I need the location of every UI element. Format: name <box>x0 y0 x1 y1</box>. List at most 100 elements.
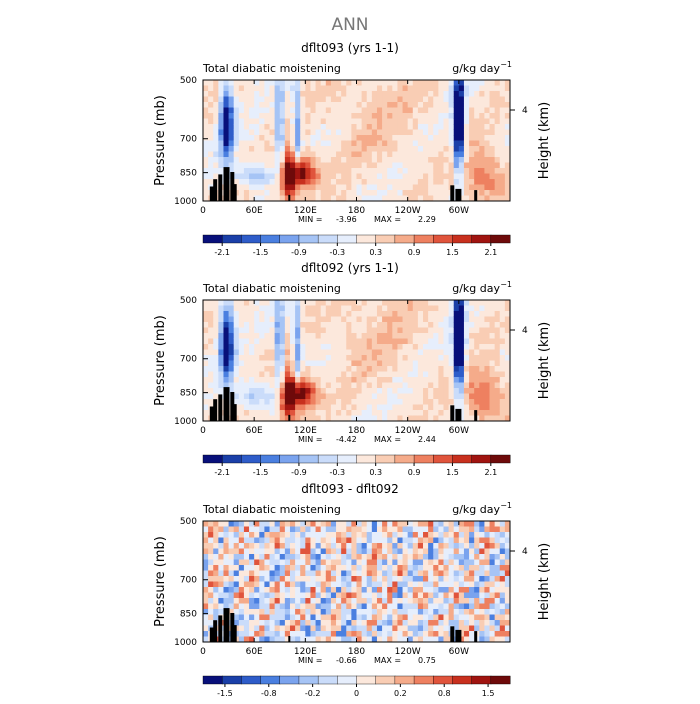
heat-cell <box>448 537 455 544</box>
heat-cell <box>433 135 439 141</box>
heat-cell <box>351 393 357 400</box>
heat-cell <box>218 377 224 383</box>
heat-cell <box>315 311 322 317</box>
heat-cell <box>218 554 224 560</box>
heat-cell <box>269 592 276 599</box>
heat-cell <box>392 559 398 566</box>
heat-cell <box>208 532 214 538</box>
heat-cell <box>254 311 260 317</box>
heat-cell <box>433 333 439 339</box>
heat-cell <box>233 129 240 136</box>
heat-cell <box>274 162 281 169</box>
heat-cell <box>300 355 306 361</box>
heat-cell <box>341 532 347 538</box>
heat-cell <box>356 316 363 323</box>
heat-cell <box>382 554 388 560</box>
heat-cell <box>387 631 393 637</box>
heat-cell <box>259 631 265 637</box>
heat-cell <box>264 184 270 191</box>
heat-cell <box>254 333 260 339</box>
heat-cell <box>243 118 250 125</box>
heat-cell <box>295 603 301 610</box>
heat-cell <box>300 344 306 350</box>
heat-cell <box>279 322 286 328</box>
heat-cell <box>417 333 424 339</box>
heat-cell <box>382 151 388 158</box>
heat-cell <box>407 96 414 103</box>
heat-cell <box>208 96 214 103</box>
heat-cell <box>433 570 439 577</box>
heat-cell <box>494 151 501 158</box>
heat-cell <box>310 113 316 119</box>
heat-cell <box>223 355 229 361</box>
heat-cell <box>474 360 480 367</box>
heat-cell <box>474 96 480 103</box>
heat-cell <box>264 543 270 549</box>
heat-cell <box>371 305 378 312</box>
heat-cell <box>433 118 439 125</box>
heat-cell <box>320 570 327 577</box>
heat-cell <box>228 377 235 383</box>
heat-cell <box>208 168 214 174</box>
heat-cell <box>259 311 265 317</box>
colorbar-swatch <box>221 675 242 685</box>
heat-cell <box>387 118 393 125</box>
heat-cell <box>243 179 250 185</box>
heat-cell <box>443 543 449 549</box>
heat-cell <box>295 113 301 119</box>
heat-cell <box>433 338 439 345</box>
heat-cell <box>489 415 496 422</box>
heat-cell <box>208 338 214 345</box>
topography <box>209 608 478 642</box>
heat-cell <box>279 399 286 405</box>
heat-cell <box>417 173 424 180</box>
topography-block <box>474 410 478 421</box>
heat-cell <box>402 85 409 92</box>
heat-cell <box>458 415 465 422</box>
heat-cell <box>346 570 352 577</box>
heat-cell <box>366 195 373 202</box>
heat-cell <box>325 124 332 130</box>
heat-cell <box>243 91 250 97</box>
heat-cell <box>330 96 337 103</box>
heat-cell <box>300 338 306 345</box>
heat-cell <box>392 532 398 538</box>
heat-cell <box>463 168 470 174</box>
heat-cell <box>300 151 306 158</box>
heat-cell <box>305 388 311 394</box>
heat-cell <box>458 316 465 323</box>
heat-cell <box>438 415 444 422</box>
heat-cell <box>463 521 470 527</box>
heat-cell <box>243 300 250 306</box>
heat-cell <box>305 333 311 339</box>
heat-cell <box>295 399 301 405</box>
heat-cell <box>289 393 296 400</box>
topography <box>209 387 478 421</box>
heat-cell <box>330 107 337 114</box>
heat-cell <box>346 415 352 422</box>
heat-cell <box>392 587 398 593</box>
heat-cell <box>274 559 281 566</box>
heat-cell <box>438 140 444 147</box>
heat-cell <box>243 537 250 544</box>
heat-cell <box>254 80 260 86</box>
heat-cell <box>289 184 296 191</box>
heat-cell <box>494 124 501 130</box>
heat-cell <box>371 85 378 92</box>
heat-cell <box>351 620 357 626</box>
heat-cell <box>469 410 475 416</box>
heat-cell <box>387 300 393 306</box>
heat-cell <box>336 129 342 136</box>
heat-cell <box>289 554 296 560</box>
heat-cell <box>243 195 250 202</box>
heat-cell <box>397 570 403 577</box>
heat-cell <box>453 146 460 152</box>
heat-cell <box>484 587 490 593</box>
heat-cell <box>453 532 460 538</box>
heat-cell <box>417 576 424 582</box>
heat-cell <box>289 118 296 125</box>
heat-cell <box>479 554 485 560</box>
heat-cell <box>269 614 276 621</box>
heat-cell <box>438 526 444 533</box>
heat-cell <box>412 333 419 339</box>
